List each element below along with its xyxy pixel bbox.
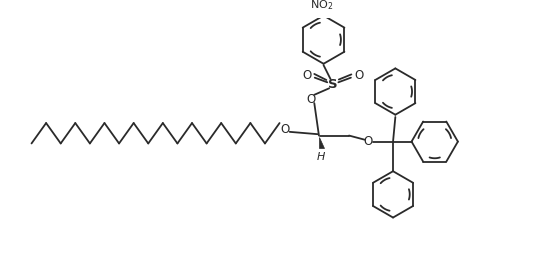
- Text: O: O: [302, 69, 311, 82]
- Text: O: O: [281, 123, 290, 136]
- Text: S: S: [328, 78, 338, 91]
- Text: H: H: [317, 152, 326, 162]
- Text: O: O: [354, 69, 363, 82]
- Text: O: O: [306, 93, 315, 106]
- Text: NO$_2$: NO$_2$: [310, 0, 333, 12]
- Text: O: O: [364, 135, 373, 148]
- Polygon shape: [319, 137, 323, 148]
